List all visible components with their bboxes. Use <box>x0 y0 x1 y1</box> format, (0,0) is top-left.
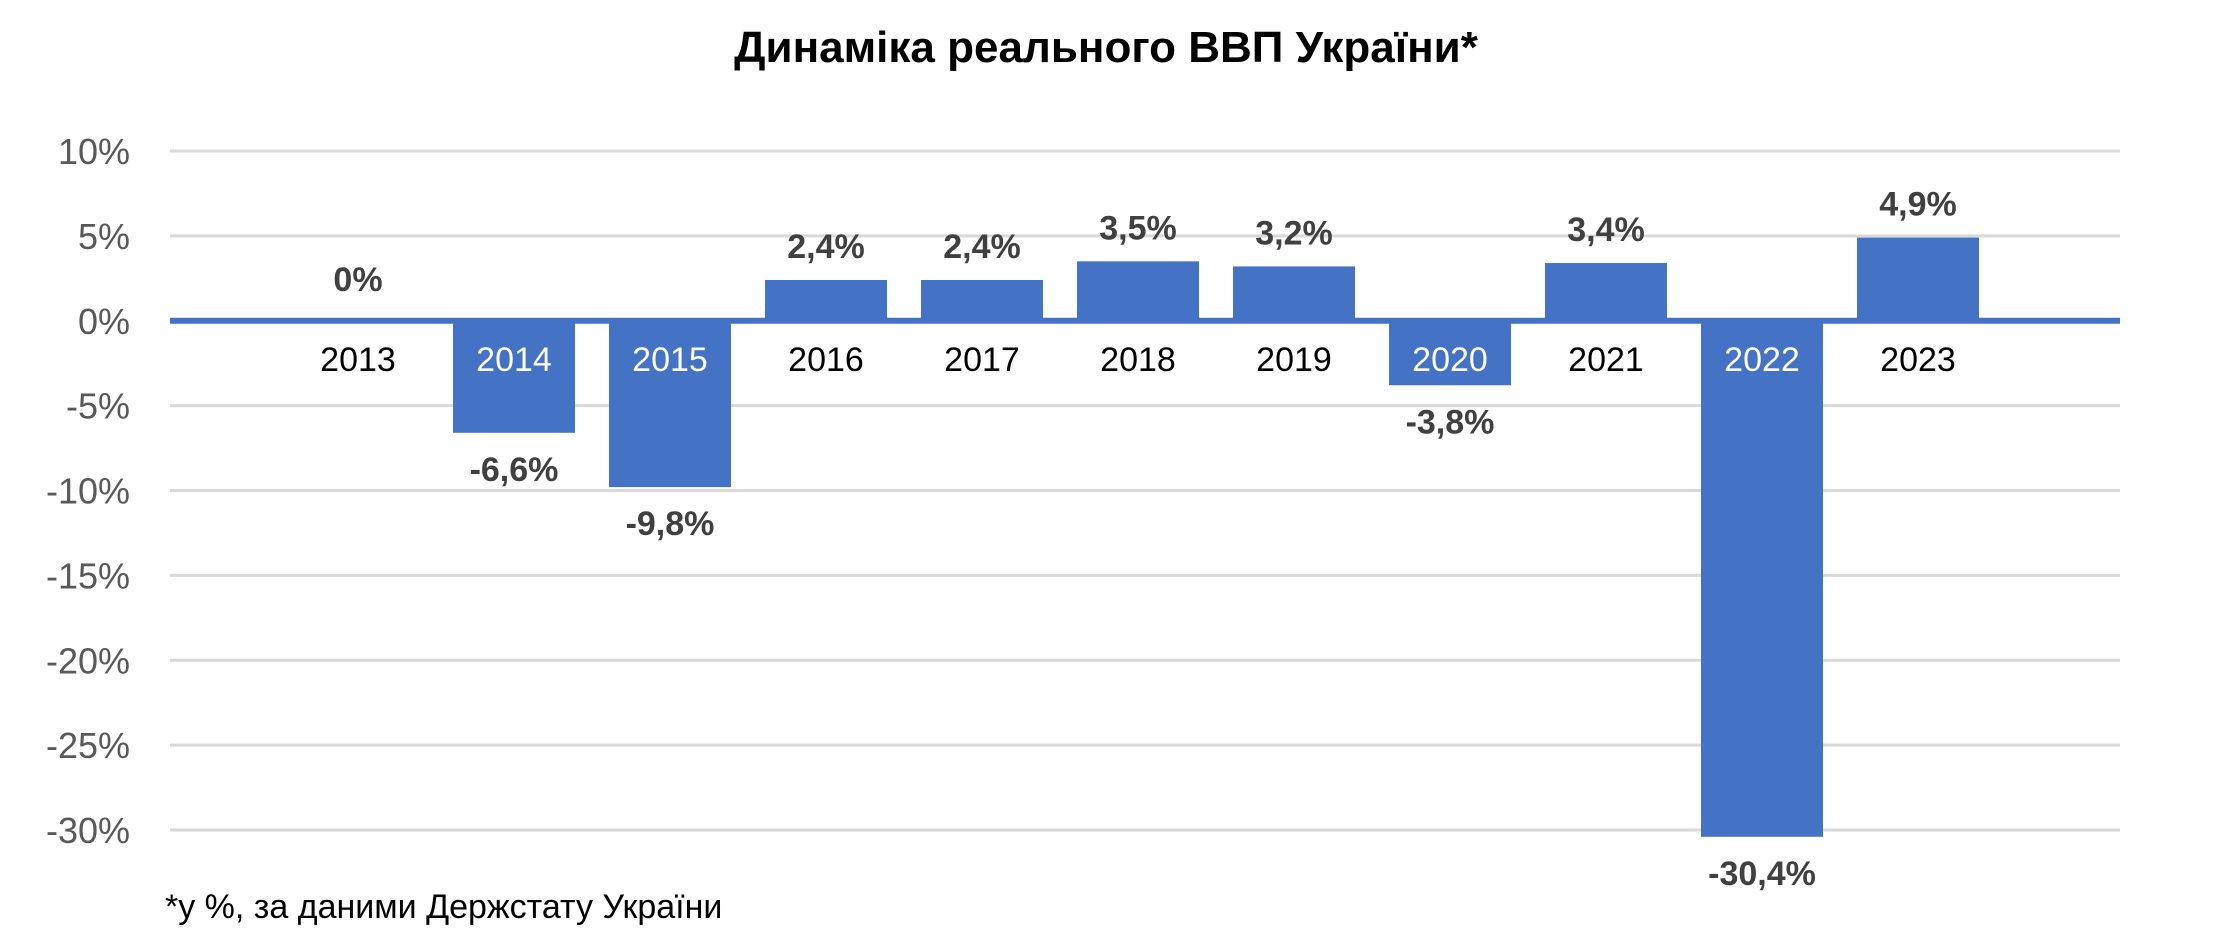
data-label: -6,6% <box>470 451 559 489</box>
x-tick-label: 2022 <box>1724 341 1800 379</box>
bar-2019 <box>1233 266 1355 321</box>
y-tick-label: -20% <box>46 640 130 681</box>
bar-2018 <box>1077 261 1199 321</box>
bar-2020 <box>1389 320 1511 386</box>
data-label: -30,4% <box>1708 855 1816 893</box>
y-tick-label: 0% <box>78 301 130 342</box>
data-labels: 0% -6,6% -9,8% 2,4% 2,4% 3,5% 3,2% -3,8% 3,4% -30… <box>333 186 1956 893</box>
y-tick-label: -5% <box>66 386 130 427</box>
x-axis-ticks: 2013 2014 2015 2016 2017 2018 2019 2020 2021 2022… <box>320 341 1956 379</box>
data-label: 2,4% <box>943 228 1021 266</box>
bar-2021 <box>1545 263 1667 321</box>
data-label: 3,4% <box>1567 211 1645 249</box>
y-tick-label: -10% <box>46 471 130 512</box>
data-label: 2,4% <box>787 228 865 266</box>
bar-2014 <box>453 320 575 433</box>
x-tick-label: 2017 <box>944 341 1020 379</box>
data-label: 3,5% <box>1099 209 1177 247</box>
gridlines <box>170 149 2120 832</box>
data-label: 0% <box>333 261 382 299</box>
x-tick-label: 2023 <box>1880 341 1956 379</box>
bar-2017 <box>921 280 1043 321</box>
x-tick-label: 2016 <box>788 341 864 379</box>
y-tick-label: -15% <box>46 555 130 596</box>
bar-2015 <box>609 320 731 488</box>
bars <box>453 237 1979 837</box>
y-tick-label: 5% <box>78 216 130 257</box>
bar-2016 <box>765 280 887 321</box>
y-tick-label: -25% <box>46 725 130 766</box>
data-label: 4,9% <box>1879 186 1957 224</box>
bar-2022 <box>1701 320 1823 837</box>
y-tick-label: -30% <box>46 810 130 851</box>
x-tick-label: 2014 <box>476 341 552 379</box>
data-label: 3,2% <box>1255 214 1333 252</box>
bar-2023 <box>1857 237 1979 321</box>
data-label: -3,8% <box>1406 403 1495 441</box>
footnote: *у %, за даними Держстату України <box>165 888 722 926</box>
x-tick-label: 2018 <box>1100 341 1176 379</box>
chart-title: Динаміка реального ВВП України* <box>734 23 1479 72</box>
y-axis-ticks: 10% 5% 0% -5% -10% -15% -20% -25% -30% <box>46 131 130 851</box>
x-tick-label: 2020 <box>1412 341 1488 379</box>
x-tick-label: 2019 <box>1256 341 1332 379</box>
x-tick-label: 2015 <box>632 341 708 379</box>
x-tick-label: 2013 <box>320 341 396 379</box>
data-label: -9,8% <box>626 505 715 543</box>
x-tick-label: 2021 <box>1568 341 1644 379</box>
y-tick-label: 10% <box>58 131 130 172</box>
